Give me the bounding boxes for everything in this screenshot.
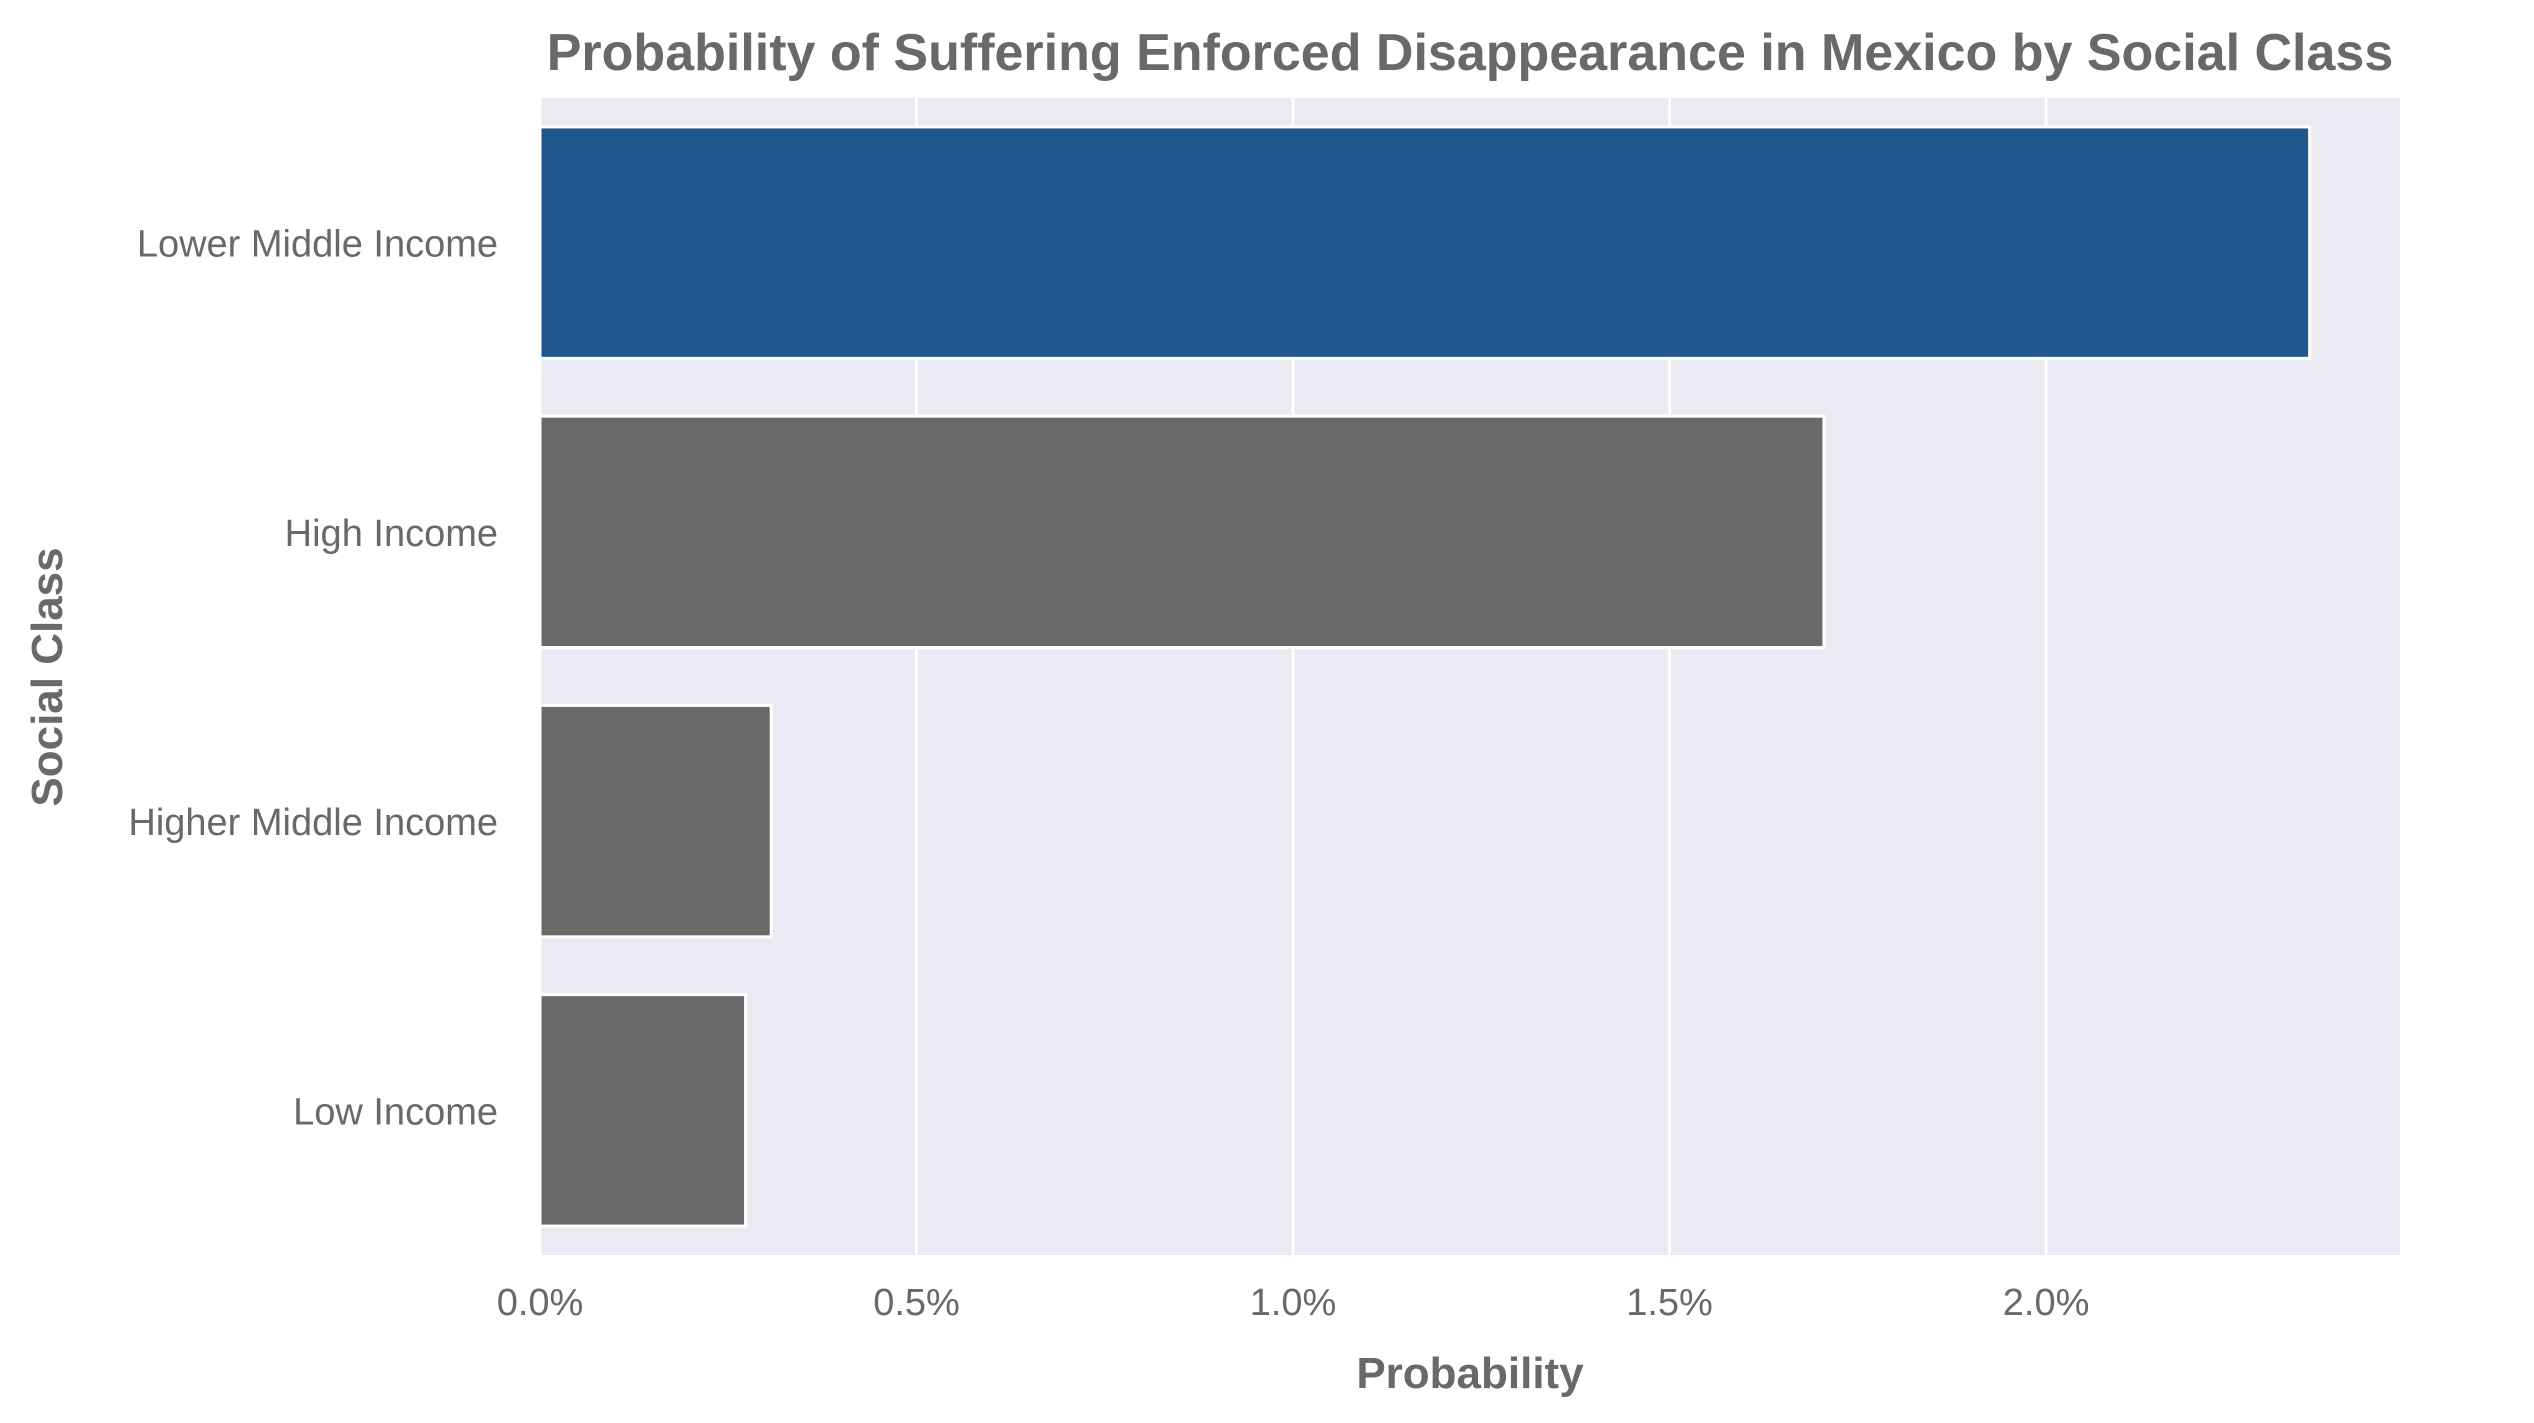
bar-lower-middle-income [538, 125, 2312, 360]
bars [538, 125, 2312, 1228]
y-tick-labels: Lower Middle Income High Income Higher Mid… [128, 224, 498, 1134]
x-tick-label: 2.0% [2003, 1282, 2090, 1324]
bar-higher-middle-income [538, 703, 773, 939]
x-tick-label: 1.0% [1250, 1282, 1337, 1324]
chart-title: Probability of Suffering Enforced Disapp… [547, 24, 2393, 82]
bar-low-income [538, 993, 748, 1228]
y-tick-label: Lower Middle Income [137, 224, 498, 266]
x-tick-label: 1.5% [1626, 1282, 1713, 1324]
bar-high-income [538, 414, 1826, 650]
y-tick-label: Low Income [293, 1091, 498, 1133]
y-axis-label: Social Class [23, 547, 72, 806]
y-tick-label: High Income [285, 513, 498, 555]
x-tick-label: 0.5% [873, 1282, 960, 1324]
y-tick-label: Higher Middle Income [128, 802, 498, 844]
x-axis-label: Probability [1356, 1349, 1584, 1398]
x-tick-labels: 0.0% 0.5% 1.0% 1.5% 2.0% [497, 1282, 2090, 1324]
x-tick-label: 0.0% [497, 1282, 584, 1324]
